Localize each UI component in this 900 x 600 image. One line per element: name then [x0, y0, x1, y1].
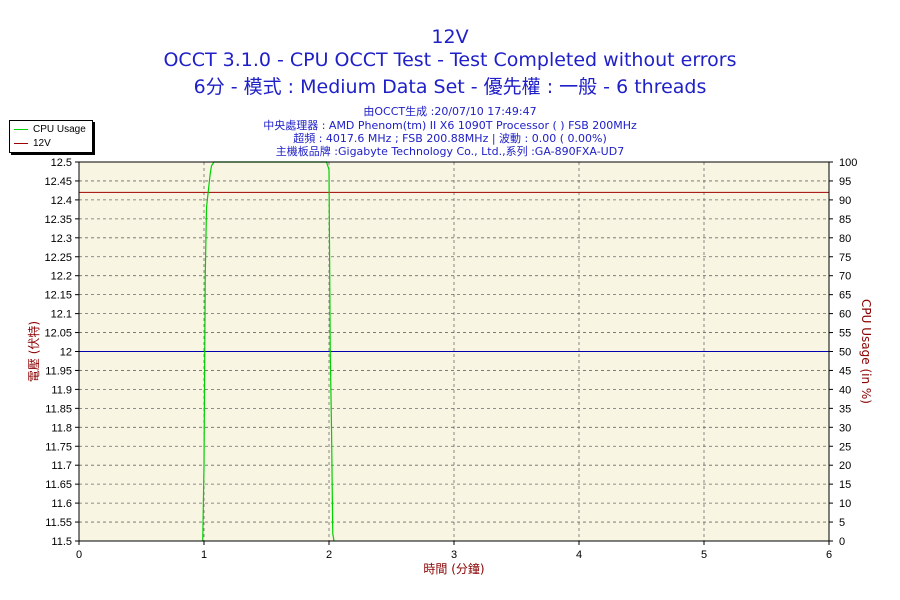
- y-left-tick-label: 11.75: [45, 441, 72, 453]
- y-right-tick-label: 45: [839, 365, 851, 377]
- cpu-info: 中央處理器 : AMD Phenom(tm) II X6 1090T Proce…: [263, 119, 637, 132]
- y-left-tick-label: 11.65: [45, 479, 72, 491]
- y-left-tick-label: 12.45: [44, 176, 72, 188]
- y-right-tick-label: 25: [839, 441, 851, 453]
- legend-item-12v: 12V: [14, 137, 51, 150]
- plot-border: [78, 161, 830, 542]
- y-left-axis-label: 電壓 (伏特): [26, 321, 41, 382]
- x-axis-label: 時間 (分鐘): [423, 561, 484, 576]
- legend-label-12v: 12V: [33, 138, 51, 149]
- y-left-tick-label: 11.95: [45, 365, 72, 377]
- y-left-tick-label: 12.5: [51, 157, 72, 169]
- y-right-tick-label: 80: [839, 233, 851, 245]
- y-left-tick-label: 12.1: [51, 309, 72, 321]
- y-left-tick-label: 12.15: [44, 290, 72, 302]
- y-right-tick-label: 70: [839, 271, 851, 283]
- x-tick-label: 1: [201, 549, 207, 561]
- test-status-subtitle: OCCT 3.1.0 - CPU OCCT Test - Test Comple…: [163, 49, 737, 71]
- y-right-tick-label: 15: [839, 479, 851, 491]
- y-right-tick-label: 30: [839, 422, 851, 434]
- y-left-tick-label: 12.05: [44, 328, 72, 340]
- y-right-tick-label: 35: [839, 403, 851, 415]
- test-mode-subtitle: 6分 - 模式 : Medium Data Set - 優先權 : 一般 - 6…: [193, 76, 707, 98]
- y-right-tick-label: 100: [839, 157, 857, 169]
- y-right-tick-label: 5: [839, 517, 845, 529]
- y-right-tick-label: 90: [839, 195, 851, 207]
- y-right-tick-label: 40: [839, 384, 851, 396]
- y-right-tick-label: 10: [839, 498, 851, 510]
- y-right-tick-label: 65: [839, 290, 851, 302]
- y-left-tick-label: 12.3: [51, 233, 72, 245]
- chart-legend: CPU Usage 12V: [9, 120, 93, 153]
- chart-title: 12V: [431, 26, 469, 48]
- legend-swatch-12v: [14, 143, 28, 144]
- y-right-tick-label: 20: [839, 460, 851, 472]
- y-right-axis-label: CPU Usage (in %): [859, 299, 873, 404]
- y-left-tick-label: 12.35: [44, 214, 72, 226]
- x-tick-label: 0: [76, 549, 82, 561]
- x-tick-label: 3: [451, 549, 457, 561]
- y-right-tick-label: 0: [839, 536, 845, 548]
- y-left-tick-label: 11.5: [51, 536, 72, 548]
- y-left-tick-label: 12.2: [51, 271, 72, 283]
- x-tick-label: 5: [701, 549, 707, 561]
- y-left-tick-label: 11.85: [45, 403, 72, 415]
- y-left-tick-label: 11.6: [51, 498, 72, 510]
- y-left-tick-label: 12.25: [44, 252, 72, 264]
- x-tick-label: 2: [326, 549, 332, 561]
- generated-info: 由OCCT生成 :20/07/10 17:49:47: [363, 105, 537, 118]
- y-right-tick-label: 50: [839, 347, 851, 359]
- clock-info: 超頻 : 4017.6 MHz ; FSB 200.88MHz | 波動 : 0…: [293, 132, 607, 145]
- y-left-tick-label: 11.8: [51, 422, 72, 434]
- y-left-tick-label: 12.4: [51, 195, 72, 207]
- y-right-tick-label: 85: [839, 214, 851, 226]
- y-left-tick-label: 11.7: [51, 460, 72, 472]
- y-right-tick-label: 75: [839, 252, 851, 264]
- y-left-tick-label: 12: [60, 347, 72, 359]
- legend-label-cpu-usage: CPU Usage: [33, 124, 86, 135]
- x-tick-label: 6: [826, 549, 832, 561]
- y-right-tick-label: 55: [839, 328, 851, 340]
- y-right-tick-label: 95: [839, 176, 851, 188]
- y-left-tick-label: 11.55: [45, 517, 72, 529]
- y-left-tick-label: 11.9: [51, 384, 72, 396]
- legend-item-cpu-usage: CPU Usage: [14, 123, 86, 136]
- legend-swatch-cpu-usage: [14, 129, 28, 130]
- x-tick-label: 4: [576, 549, 582, 561]
- motherboard-info: 主機板品牌 :Gigabyte Technology Co., Ltd.,系列 …: [275, 145, 625, 158]
- y-right-tick-label: 60: [839, 309, 851, 321]
